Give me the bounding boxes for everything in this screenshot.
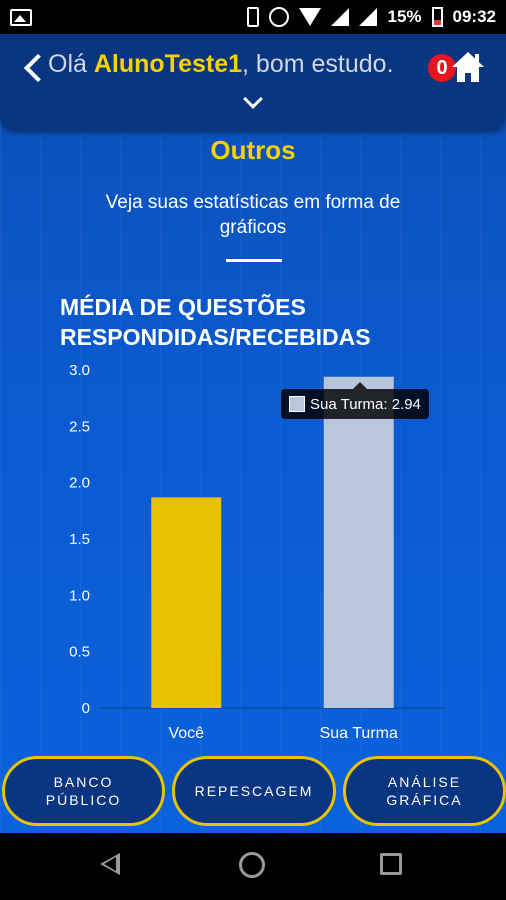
chevron-down-icon[interactable] xyxy=(244,92,260,108)
chart-tooltip: Sua Turma: 2.94 xyxy=(281,382,429,419)
image-icon xyxy=(10,9,32,26)
tooltip-label: Sua Turma: 2.94 xyxy=(310,395,421,413)
y-tick-label: 1.0 xyxy=(69,587,90,604)
wifi-icon xyxy=(299,8,322,26)
signal-icon xyxy=(331,8,350,26)
vibrate-icon xyxy=(247,7,260,27)
nav-home-icon[interactable] xyxy=(239,852,265,878)
alarm-icon xyxy=(269,7,290,27)
section-subtitle: Veja suas estatísticas em forma de gráfi… xyxy=(105,192,401,238)
repescagem-button[interactable]: REPESCAGEM xyxy=(172,756,336,826)
analise-grafica-button[interactable]: ANÁLISE GRÁFICA xyxy=(343,756,506,826)
battery-icon xyxy=(431,7,443,27)
clock: 09:32 xyxy=(452,7,496,26)
signal-icon xyxy=(359,8,378,26)
y-tick-label: 3.0 xyxy=(69,362,90,379)
bar-voce[interactable] xyxy=(151,497,222,708)
home-icon[interactable] xyxy=(450,50,486,84)
battery-percent: 15% xyxy=(387,7,422,26)
section-title: Outros xyxy=(210,135,296,165)
nav-recent-apps-icon[interactable] xyxy=(380,853,402,875)
top-header: Olá AlunoTeste1, bom estudo. 0 xyxy=(0,34,506,130)
notification-badge[interactable]: 0 xyxy=(428,54,456,82)
x-tick-label: Você xyxy=(168,725,204,742)
app-screen: Olá AlunoTeste1, bom estudo. 0 Outros Ve… xyxy=(0,34,506,833)
user-name: AlunoTeste1 xyxy=(93,50,243,78)
tooltip-swatch xyxy=(289,396,305,412)
chart-title: MÉDIA DE QUESTÕES RESPONDIDAS/RECEBIDAS xyxy=(60,294,371,350)
bar-sua-turma[interactable] xyxy=(323,376,394,708)
y-tick-label: 0.5 xyxy=(69,644,90,661)
greeting-prefix: Olá xyxy=(48,50,94,78)
banco-publico-label: BANCO PÚBLICO xyxy=(45,774,122,808)
status-icons: 15% 09:32 xyxy=(247,0,496,34)
back-arrow-icon[interactable] xyxy=(20,52,44,84)
android-nav-bar xyxy=(0,833,506,900)
greeting: Olá AlunoTeste1, bom estudo. xyxy=(48,50,394,79)
y-tick-label: 2.5 xyxy=(69,418,90,435)
nav-back-icon[interactable] xyxy=(100,853,120,875)
bar-chart: 0 0.5 1.0 1.5 2.0 2.5 3.0 Você Sua Turma xyxy=(69,362,445,742)
greeting-suffix: , bom estudo. xyxy=(242,50,394,78)
banco-publico-button[interactable]: BANCO PÚBLICO xyxy=(2,756,165,826)
x-tick-label: Sua Turma xyxy=(320,725,398,742)
y-tick-label: 0 xyxy=(82,700,90,717)
divider xyxy=(226,259,282,262)
repescagem-label: REPESCAGEM xyxy=(194,783,314,799)
y-tick-label: 2.0 xyxy=(69,475,90,492)
analise-grafica-label: ANÁLISE GRÁFICA xyxy=(386,774,463,808)
y-tick-label: 1.5 xyxy=(69,531,90,548)
status-bar: 15% 09:32 xyxy=(0,0,506,34)
